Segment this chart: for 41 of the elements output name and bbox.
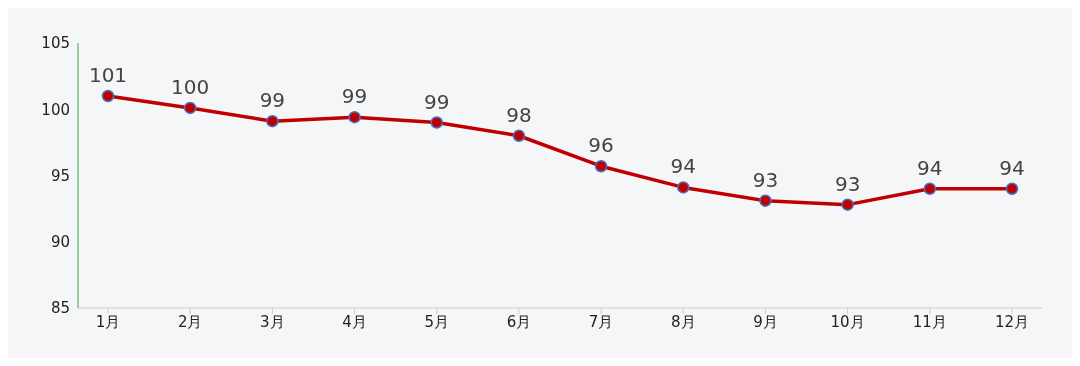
point — [348, 110, 361, 124]
x-tick-label: 3月 — [260, 312, 285, 331]
data-label: 94 — [670, 154, 696, 179]
x-tick-label: 12月 — [994, 312, 1030, 331]
data-label: 96 — [588, 133, 614, 158]
data-label: 99 — [259, 88, 286, 113]
point — [923, 182, 937, 195]
y-tick-label: 85 — [50, 299, 70, 318]
data-label: 93 — [752, 167, 779, 192]
x-tick-label: 1月 — [95, 312, 121, 331]
data-label: 93 — [834, 171, 861, 196]
x-tick-label: 7月 — [588, 312, 614, 331]
x-tick-label: 6月 — [506, 312, 532, 331]
data-label: 94 — [999, 155, 1025, 180]
x-tick-label: 4月 — [342, 312, 367, 331]
point — [1005, 182, 1019, 195]
data-label: 99 — [424, 89, 450, 114]
x-tick-label: 11月 — [912, 312, 947, 331]
point — [183, 101, 197, 115]
y-tick-label: 95 — [50, 166, 70, 185]
y-tick-label: 100 — [41, 100, 70, 119]
data-label: 99 — [341, 84, 368, 109]
x-tick-label: 8月 — [671, 312, 696, 331]
point — [841, 198, 854, 211]
y-tick-label: 90 — [50, 233, 70, 252]
point — [677, 181, 690, 194]
x-tick-label: 2月 — [177, 312, 203, 331]
point — [101, 89, 115, 103]
data-label: 101 — [88, 63, 128, 87]
data-label: 94 — [917, 155, 943, 180]
point — [266, 114, 279, 128]
point — [594, 159, 608, 173]
x-tick-label: 5月 — [424, 312, 449, 331]
point — [430, 116, 443, 129]
x-tick-label: 10月 — [830, 312, 865, 331]
point — [759, 194, 772, 207]
y-tick-label: 105 — [41, 34, 70, 53]
data-label: 100 — [171, 74, 210, 99]
x-tick-label: 9月 — [753, 312, 778, 331]
point — [512, 129, 526, 142]
data-label: 98 — [506, 102, 532, 127]
